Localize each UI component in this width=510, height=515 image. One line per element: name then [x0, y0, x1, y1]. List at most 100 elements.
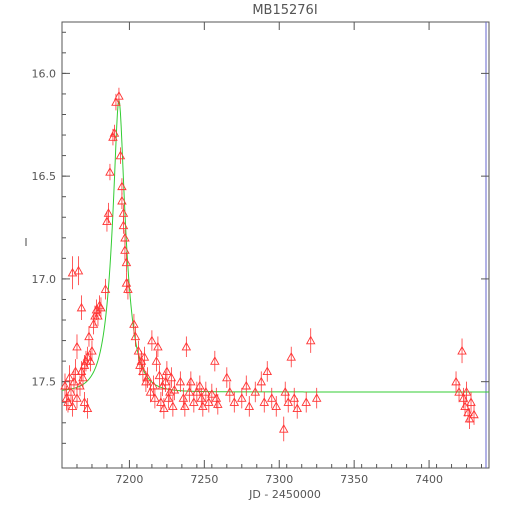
x-tick-label: 7400 — [415, 473, 443, 486]
data-point — [145, 387, 156, 396]
data-point — [103, 208, 114, 217]
data-point — [87, 345, 97, 355]
y-tick-label: 17.5 — [32, 376, 57, 389]
data-point — [117, 195, 127, 205]
data-point — [237, 393, 247, 402]
x-tick-label: 7350 — [340, 473, 368, 486]
y-tick-label: 16.0 — [32, 67, 57, 80]
data-point — [175, 376, 186, 386]
data-point — [85, 356, 96, 365]
data-point — [150, 393, 160, 402]
data-point — [201, 387, 211, 396]
data-point — [76, 302, 87, 312]
data-point — [73, 265, 84, 275]
data-point — [129, 319, 139, 328]
points-layer — [60, 87, 479, 442]
data-point — [244, 401, 255, 410]
data-point — [283, 397, 293, 406]
data-point — [136, 356, 147, 365]
data-point — [70, 366, 81, 376]
data-point — [139, 352, 150, 361]
data-point — [289, 393, 299, 402]
data-point — [169, 384, 180, 394]
data-point — [82, 352, 93, 361]
x-tick-label: 7300 — [265, 473, 293, 486]
data-point — [102, 216, 112, 226]
data-point — [78, 372, 88, 382]
data-point — [461, 387, 472, 396]
data-point — [108, 132, 118, 141]
data-point — [115, 150, 126, 160]
data-point — [82, 403, 93, 413]
data-point — [195, 380, 205, 390]
data-point — [464, 413, 475, 423]
data-point — [154, 370, 165, 380]
data-point — [305, 335, 316, 345]
data-point — [135, 360, 145, 369]
data-point — [278, 424, 289, 433]
x-axis-label: JD - 2450000 — [248, 488, 321, 501]
y-axis-label: I — [24, 236, 27, 249]
data-point — [60, 380, 70, 390]
data-point — [66, 387, 76, 396]
data-point — [259, 397, 270, 406]
data-point — [72, 341, 82, 351]
data-point — [121, 278, 132, 287]
data-point — [210, 356, 220, 365]
data-point — [469, 409, 479, 419]
data-point — [123, 284, 133, 293]
data-point — [178, 393, 189, 402]
data-point — [114, 91, 124, 100]
data-point — [229, 397, 240, 406]
data-point — [67, 401, 78, 410]
data-point — [109, 128, 120, 137]
data-point — [286, 352, 296, 361]
data-point — [133, 345, 144, 355]
data-point — [301, 397, 311, 406]
data-point — [79, 397, 90, 406]
data-point — [118, 208, 129, 217]
data-point — [100, 284, 111, 293]
data-point — [96, 302, 106, 312]
data-point — [165, 387, 175, 396]
data-point — [168, 401, 178, 410]
data-point — [93, 310, 103, 320]
data-point — [262, 366, 273, 376]
data-point — [213, 399, 223, 408]
y-tick-label: 16.5 — [32, 170, 57, 183]
ticks-layer: 7200 7250 7300 7350 7400 16.0 16.5 17.0 17.5 — [32, 22, 489, 486]
data-point — [256, 376, 267, 386]
data-point — [117, 181, 127, 191]
data-point — [153, 341, 163, 351]
data-point — [207, 389, 217, 398]
data-point — [84, 331, 94, 341]
data-point — [142, 372, 153, 382]
data-point — [138, 366, 148, 376]
data-point — [75, 380, 85, 390]
data-point — [198, 401, 208, 410]
data-point — [141, 376, 151, 386]
data-point — [204, 397, 214, 406]
x-tick-label: 7250 — [190, 473, 218, 486]
data-point — [166, 372, 177, 382]
data-point — [196, 393, 207, 402]
data-point — [454, 387, 464, 396]
data-point — [211, 393, 222, 402]
data-point — [463, 407, 473, 417]
data-point — [79, 360, 90, 369]
model-curve — [61, 99, 489, 393]
data-point — [76, 366, 87, 376]
data-point — [451, 376, 461, 386]
data-point — [88, 319, 99, 328]
data-point — [466, 397, 476, 406]
data-point — [292, 403, 302, 413]
data-point — [271, 401, 282, 410]
y-tick-label: 17.0 — [32, 273, 57, 286]
data-point — [63, 397, 73, 406]
data-point — [311, 393, 322, 402]
data-point — [186, 376, 196, 386]
data-point — [189, 397, 199, 406]
data-point — [458, 393, 469, 402]
chart-title: MB15276I — [252, 3, 317, 18]
